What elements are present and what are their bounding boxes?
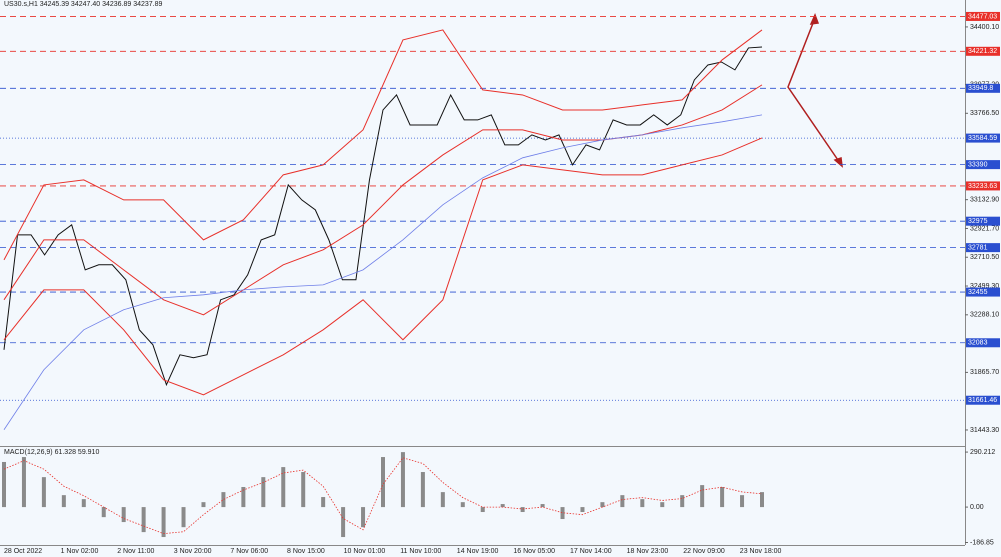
macd-bar — [660, 502, 665, 508]
y-tick-label: 31865.70 — [970, 369, 999, 376]
level-tag: 33390 — [968, 161, 988, 168]
level-tag: 32975 — [968, 218, 988, 225]
x-tick-label: 2 Nov 11:00 — [117, 548, 154, 555]
macd-bar — [141, 507, 146, 533]
macd-bar — [420, 472, 425, 508]
x-tick-label: 1 Nov 02:00 — [61, 548, 99, 555]
level-tag-box — [966, 216, 1000, 226]
x-tick-label: 22 Nov 09:00 — [683, 548, 725, 555]
signal-line — [3, 457, 763, 535]
macd-bar — [241, 486, 246, 508]
macd-bar — [41, 477, 46, 508]
macd-bar — [720, 486, 725, 508]
y-tick-label: 32499.30 — [970, 283, 999, 290]
macd-bar — [480, 507, 485, 513]
level-tag: 32455 — [968, 289, 988, 296]
macd-bar — [221, 492, 226, 508]
level-tag-box — [966, 11, 1000, 21]
macd-bar — [321, 497, 326, 508]
level-tag-box — [966, 133, 1000, 143]
price-line — [3, 114, 763, 430]
y-tick-label: 32288.10 — [970, 312, 999, 319]
macd-bar — [640, 499, 645, 508]
y-tick-label: 290.212 — [970, 449, 995, 456]
y-tick-label: -186.85 — [970, 539, 994, 546]
price-line — [3, 29, 763, 261]
macd-bar — [181, 507, 186, 528]
macd-bar — [341, 507, 346, 538]
level-tag: 33949.8 — [968, 85, 993, 92]
macd-bar — [700, 485, 705, 508]
macd-bar — [760, 492, 764, 508]
x-tick-label: 16 Nov 05:00 — [513, 548, 555, 555]
macd-bar — [81, 499, 86, 508]
macd-bar — [680, 495, 685, 508]
level-tag: 33584.59 — [968, 135, 997, 142]
x-tick-label: 14 Nov 19:00 — [457, 548, 499, 555]
level-tag: 32083 — [968, 340, 988, 347]
x-tick-label: 23 Nov 18:00 — [740, 548, 782, 555]
macd-bar — [460, 502, 465, 508]
macd-bar — [400, 452, 405, 508]
y-tick-label: 32921.70 — [970, 225, 999, 232]
x-tick-label: 18 Nov 23:00 — [627, 548, 669, 555]
level-tag-box — [966, 160, 1000, 170]
level-tag: 34477.03 — [968, 13, 997, 20]
macd-title: MACD(12,26,9) 61.328 59.910 — [4, 449, 99, 456]
macd-bar — [540, 504, 545, 508]
level-tag: 32781 — [968, 244, 988, 251]
macd-bar — [440, 492, 445, 508]
level-tag: 34221.32 — [968, 48, 997, 55]
macd-bar — [580, 507, 585, 513]
macd-bar — [121, 507, 126, 523]
level-tag-box — [966, 83, 1000, 93]
level-tag-box — [966, 338, 1000, 348]
level-tag: 33233.63 — [968, 183, 997, 190]
macd-bar — [600, 502, 605, 508]
x-tick-label: 7 Nov 06:00 — [230, 548, 268, 555]
y-tick-label: 0.00 — [970, 504, 984, 511]
macd-bar — [620, 495, 625, 508]
macd-bar — [101, 507, 106, 518]
level-tag-box — [966, 181, 1000, 191]
macd-bar — [61, 495, 66, 508]
macd-bar — [740, 495, 745, 508]
y-tick-label: 33766.50 — [970, 110, 999, 117]
x-tick-label: 3 Nov 20:00 — [174, 548, 212, 555]
macd-bar — [361, 507, 366, 528]
macd-bar — [281, 467, 286, 508]
y-tick-label: 32710.50 — [970, 254, 999, 261]
macd-bar — [261, 477, 266, 508]
y-tick-label: 33132.90 — [970, 197, 999, 204]
x-tick-label: 28 Oct 2022 — [4, 548, 42, 555]
price-line — [3, 137, 763, 396]
level-tag-box — [966, 46, 1000, 56]
macd-bar — [161, 507, 166, 538]
x-tick-label: 8 Nov 15:00 — [287, 548, 325, 555]
level-tag-box — [966, 287, 1000, 297]
price-line — [3, 46, 763, 387]
x-tick-label: 11 Nov 10:00 — [400, 548, 441, 555]
level-tag: 31661.46 — [968, 397, 997, 404]
y-tick-label: 34400.10 — [970, 24, 999, 31]
forecast-arrows — [787, 13, 843, 168]
x-tick-label: 10 Nov 01:00 — [344, 548, 386, 555]
y-tick-label: 31443.30 — [970, 427, 999, 434]
chart-title: US30.s,H1 34245.39 34247.40 34236.89 342… — [4, 1, 163, 8]
macd-bar — [2, 461, 6, 508]
macd-bar — [560, 507, 565, 520]
level-tag-box — [966, 243, 1000, 253]
macd-bar — [500, 504, 505, 508]
macd-bar — [21, 457, 26, 508]
level-tag-box — [966, 395, 1000, 405]
macd-bar — [381, 457, 385, 508]
macd-bar — [201, 502, 206, 508]
macd-bar — [520, 507, 525, 513]
x-tick-label: 17 Nov 14:00 — [570, 548, 612, 555]
macd-bar — [301, 472, 306, 508]
